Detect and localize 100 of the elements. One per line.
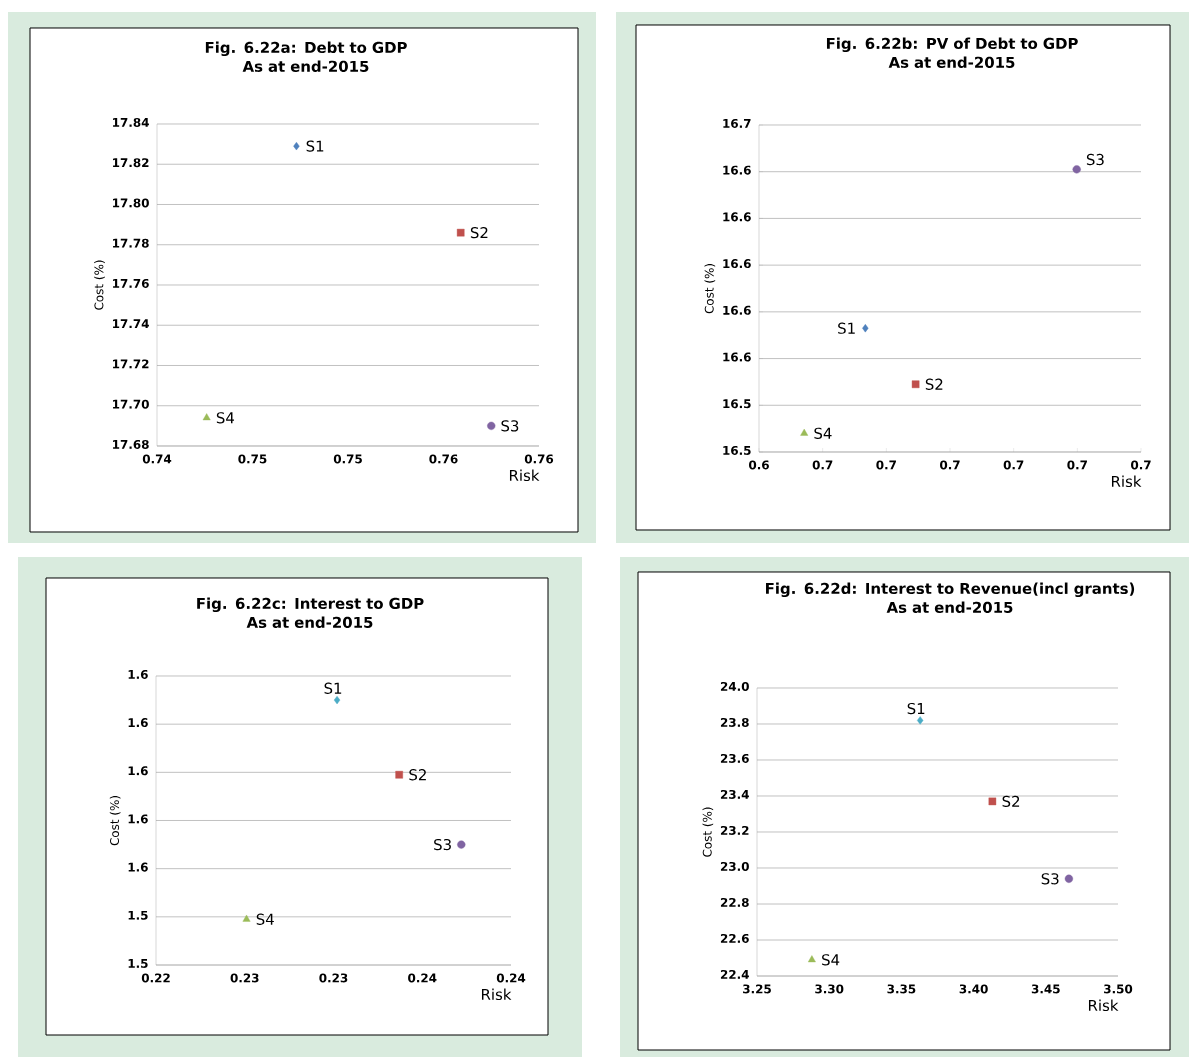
y-tick-label: 17.74 [113, 319, 149, 329]
x-tick-label: 0.24 [496, 973, 526, 983]
series-label: S3 [501, 420, 519, 432]
y-tick-label: 16.6 [723, 305, 751, 315]
y-tick-label: 17.72 [113, 359, 149, 369]
point [487, 421, 496, 430]
series-label: S2 [1002, 795, 1020, 808]
y-tick-label: 17.84 [113, 117, 149, 127]
series-label: S2 [925, 378, 943, 390]
x-tick-label: 3.25 [743, 984, 771, 994]
series-label: S3 [1041, 873, 1059, 885]
x-tick-label: 0.23 [230, 973, 259, 983]
x-tick-label: 0.7 [1003, 460, 1024, 470]
y-tick-label: 16.5 [723, 445, 751, 455]
y-tick-label: 22.8 [720, 897, 749, 907]
chart-subtitle: As at end-2015 [886, 601, 1013, 614]
x-tick-label: 0.7 [1067, 460, 1087, 470]
series-label: S4 [216, 412, 235, 424]
point [1064, 874, 1074, 883]
series-label: S1 [838, 322, 855, 334]
chart-title: Fig. 6.22c: Interest to GDP [197, 597, 424, 613]
x-axis-title: Risk [1111, 475, 1142, 488]
y-tick-label: 1.5 [128, 959, 148, 968]
x-tick-label: 0.6 [749, 460, 769, 470]
chart-subtitle: As at end-2015 [246, 616, 373, 629]
chart-title: Fig. 6.22d: Interest to Revenue(incl grants) [766, 582, 1135, 598]
series-label: S4 [256, 913, 274, 925]
point [807, 955, 816, 963]
y-axis-title: Cost (%) [704, 264, 716, 314]
y-tick-label: 16.6 [723, 352, 751, 362]
x-tick-label: 0.76 [524, 454, 554, 464]
x-tick-label: 0.76 [429, 454, 458, 464]
series-label: S1 [324, 682, 342, 694]
y-tick-label: 23.8 [720, 717, 749, 727]
series-label: S3 [1086, 153, 1104, 166]
x-tick-label: 0.23 [319, 973, 348, 983]
chart-title: Fig. 6.22b: PV of Debt to GDP [826, 37, 1078, 53]
point [242, 914, 251, 922]
y-tick-label: 1.6 [128, 669, 148, 679]
x-tick-label: 3.35 [887, 984, 916, 994]
point [457, 840, 466, 849]
y-axis-title: Cost (%) [94, 260, 105, 310]
chart-subtitle: As at end-2015 [242, 60, 369, 73]
y-tick-label: 1.6 [128, 862, 148, 872]
x-tick-label: 0.24 [408, 973, 437, 983]
y-tick-label: 17.70 [113, 399, 149, 409]
series-label: S4 [814, 427, 832, 439]
series-label: S1 [306, 140, 324, 152]
point [862, 324, 869, 333]
y-tick-label: 16.6 [723, 259, 751, 269]
x-tick-label: 0.7 [812, 460, 833, 470]
x-axis-title: Risk [481, 988, 512, 1001]
x-tick-label: 0.7 [876, 460, 896, 470]
point [456, 228, 465, 237]
x-tick-label: 0.74 [142, 454, 172, 464]
y-tick-label: 17.80 [113, 198, 149, 208]
y-tick-label: 1.6 [128, 814, 148, 824]
series-label: S4 [822, 954, 840, 966]
chart-subtitle: As at end-2015 [888, 56, 1015, 69]
x-tick-label: 3.30 [815, 984, 844, 994]
point [293, 142, 300, 151]
series-label: S1 [907, 702, 925, 715]
x-tick-label: 0.75 [238, 454, 267, 464]
point [988, 797, 997, 806]
y-tick-label: 1.6 [128, 718, 148, 728]
x-tick-label: 3.45 [1031, 984, 1060, 994]
y-tick-label: 17.82 [113, 158, 149, 168]
y-tick-label: 22.6 [720, 933, 749, 943]
y-tick-label: 23.0 [720, 861, 749, 871]
y-tick-label: 17.78 [113, 238, 149, 248]
y-tick-label: 17.68 [113, 439, 149, 449]
chart-title: Fig. 6.22a: Debt to GDP [205, 41, 407, 57]
point [917, 716, 924, 725]
series-label: S2 [470, 227, 488, 239]
x-tick-label: 3.50 [1104, 984, 1133, 994]
x-tick-label: 0.75 [333, 454, 362, 464]
x-axis-title: Risk [1088, 999, 1119, 1012]
series-label: S3 [434, 838, 451, 851]
point [202, 413, 211, 421]
x-axis-title: Risk [509, 469, 540, 482]
x-tick-label: 3.40 [959, 984, 988, 994]
y-tick-label: 16.6 [723, 212, 751, 222]
x-tick-label: 0.22 [141, 973, 170, 983]
series-label: S2 [409, 769, 426, 781]
x-tick-label: 0.7 [1131, 460, 1151, 470]
y-tick-label: 16.7 [723, 118, 751, 128]
y-tick-label: 1.6 [128, 766, 148, 776]
y-tick-label: 16.5 [723, 399, 751, 409]
y-tick-label: 24.0 [720, 681, 749, 691]
point [333, 695, 341, 705]
y-tick-label: 17.76 [113, 278, 149, 288]
y-tick-label: 16.6 [723, 165, 751, 175]
y-tick-label: 23.6 [720, 753, 749, 763]
point [395, 770, 403, 779]
point [1072, 165, 1081, 174]
y-tick-label: 23.2 [720, 825, 749, 835]
point [800, 428, 809, 436]
y-axis-title: Cost (%) [109, 796, 121, 846]
x-tick-label: 0.7 [940, 460, 960, 470]
y-axis-title: Cost (%) [702, 807, 714, 857]
